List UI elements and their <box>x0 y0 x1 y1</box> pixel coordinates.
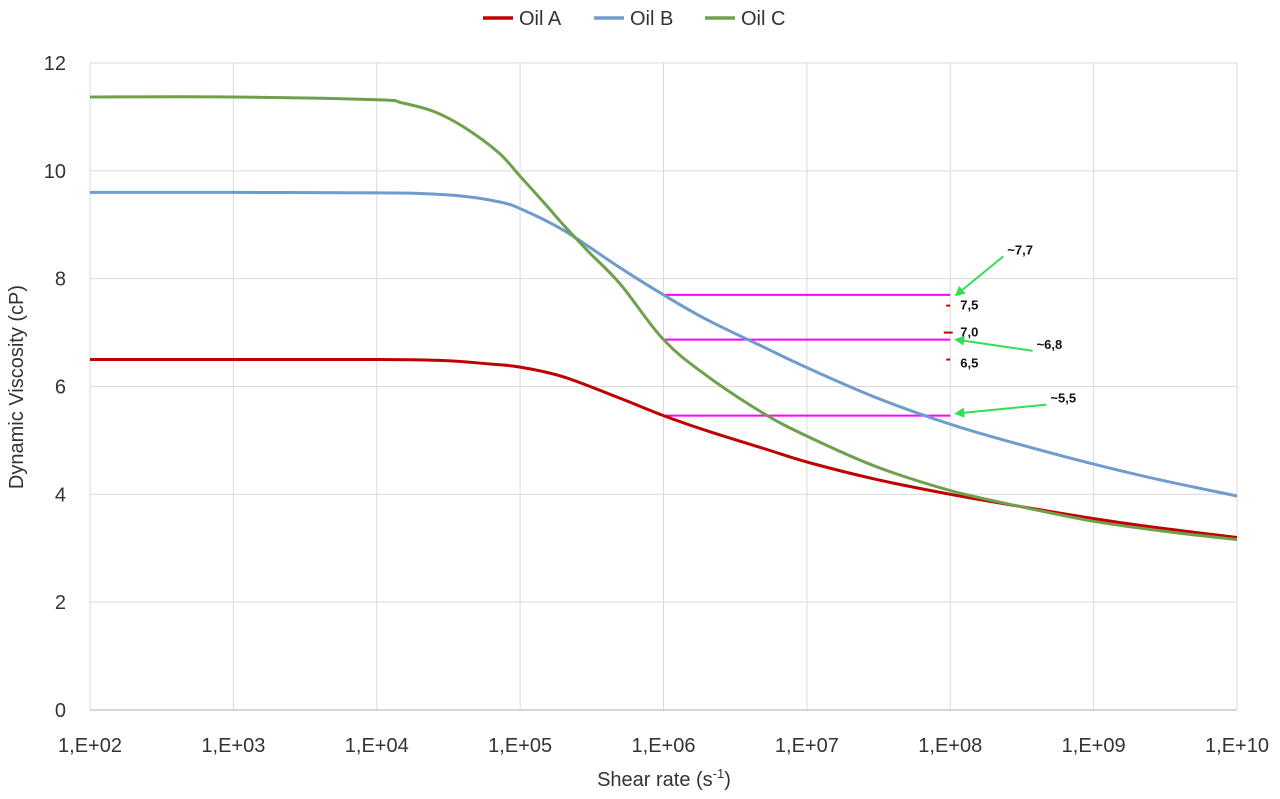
grid <box>89 62 1238 711</box>
y-tick-label: 12 <box>44 53 66 75</box>
y-axis-title: Dynamic Viscosity (cP) <box>6 285 28 489</box>
x-tick-label: 1,E+10 <box>1205 735 1269 757</box>
x-tick-label: 1,E+07 <box>775 735 839 757</box>
annotation-label: ~7,7 <box>1007 242 1033 257</box>
scale-marks: 7,5 7,0 6,5 <box>943 298 978 371</box>
y-tick-label: 4 <box>55 484 66 506</box>
scale-mark-label: 7,5 <box>960 298 978 313</box>
x-tick-label: 1,E+02 <box>58 735 122 757</box>
series-line-oil-c <box>89 95 1238 542</box>
x-tick-label: 1,E+06 <box>632 735 696 757</box>
x-axis-title-superscript: -1 <box>713 766 725 781</box>
x-tick-label: 1,E+09 <box>1062 735 1126 757</box>
series-lines <box>89 95 1238 542</box>
x-tick-label: 1,E+05 <box>488 735 552 757</box>
x-axis-title: Shear rate (s-1) <box>597 766 731 791</box>
annotation-arrow <box>954 335 1033 352</box>
x-tick-label: 1,E+08 <box>918 735 982 757</box>
y-tick-label: 8 <box>55 269 66 291</box>
y-tick-label: 0 <box>55 700 66 722</box>
y-tick-label: 6 <box>55 377 66 399</box>
x-tick-label: 1,E+03 <box>201 735 265 757</box>
annotation-arrow <box>954 403 1047 418</box>
scale-mark-label: 6,5 <box>960 356 978 371</box>
annotation-label: ~5,5 <box>1050 391 1076 406</box>
y-tick-label: 2 <box>55 592 66 614</box>
annotation-label: ~6,8 <box>1037 337 1063 352</box>
annotation-arrow <box>954 255 1004 297</box>
annotations: ~7,7 ~6,8 ~5,5 <box>954 242 1076 418</box>
legend-label: Oil B <box>630 8 673 30</box>
x-axis-title-close: ) <box>724 769 731 791</box>
legend: Oil A Oil B Oil C <box>483 8 785 30</box>
scale-mark-label: 7,0 <box>960 325 978 340</box>
legend-label: Oil C <box>741 8 785 30</box>
x-tick-label: 1,E+04 <box>345 735 409 757</box>
axes: 0 2 4 6 8 10 12 1,E+02 1,E+03 1,E+04 1,E+05 1,E+06 1… <box>44 53 1269 757</box>
series-line-oil-b <box>89 190 1238 498</box>
x-axis-title-main: Shear rate (s <box>597 769 713 791</box>
y-tick-label: 10 <box>44 161 66 183</box>
legend-label: Oil A <box>519 8 562 30</box>
reference-lines <box>663 293 951 417</box>
